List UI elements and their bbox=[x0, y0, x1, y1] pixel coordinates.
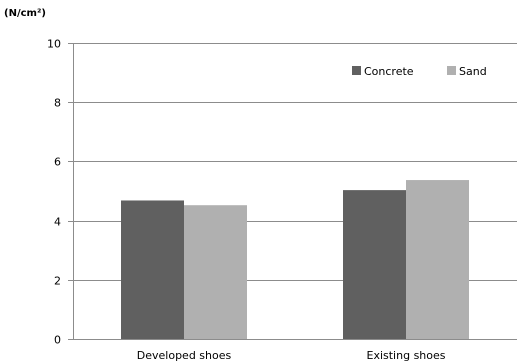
legend-swatch bbox=[352, 66, 361, 75]
y-unit-label: (N/cm²) bbox=[4, 8, 46, 19]
x-axis: Developed shoes Existing shoes bbox=[73, 43, 517, 362]
legend-label: Concrete bbox=[364, 65, 414, 78]
y-tick-label: 6 bbox=[54, 156, 61, 169]
bar-sand bbox=[406, 180, 469, 339]
bar-concrete bbox=[121, 200, 184, 339]
legend-swatch bbox=[447, 66, 456, 75]
y-tick-label: 2 bbox=[54, 275, 61, 288]
bar-sand bbox=[184, 205, 247, 339]
x-category-label: Existing shoes bbox=[367, 349, 446, 362]
y-tick-label: 0 bbox=[54, 334, 61, 347]
bars bbox=[121, 180, 469, 339]
legend: Concrete Sand bbox=[352, 65, 487, 78]
y-tick-label: 10 bbox=[47, 38, 61, 51]
y-tick-label: 4 bbox=[54, 216, 61, 229]
y-tick-label: 8 bbox=[54, 97, 61, 110]
x-category-label: Developed shoes bbox=[137, 349, 232, 362]
bar-concrete bbox=[343, 190, 406, 339]
y-axis-ticks: 0 2 4 6 8 10 bbox=[47, 38, 61, 347]
legend-label: Sand bbox=[459, 65, 487, 78]
